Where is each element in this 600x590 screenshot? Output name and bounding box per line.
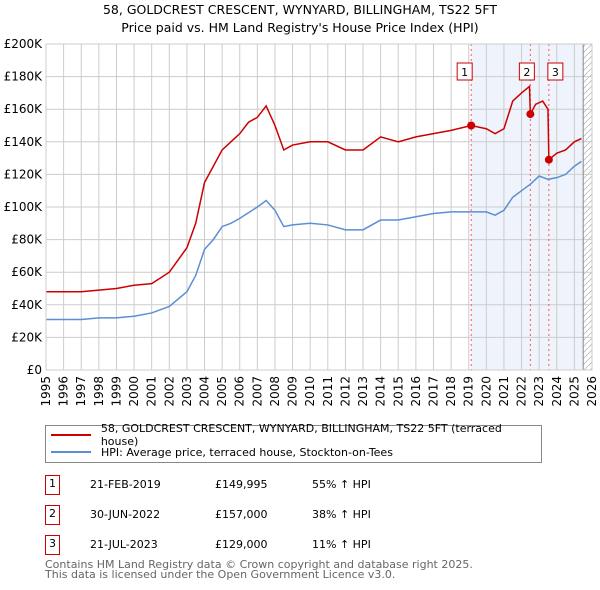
sale-price: £129,000: [215, 538, 268, 551]
x-tick-label: 2014: [374, 376, 388, 407]
x-tick-label: 2003: [180, 376, 194, 407]
x-tick-label: 2010: [303, 376, 317, 407]
sale-point: [526, 110, 535, 119]
x-tick-label: 2019: [462, 376, 476, 407]
x-tick-label: 2001: [145, 376, 159, 407]
x-tick-label: 2025: [567, 376, 581, 407]
x-tick-label: 2000: [127, 376, 141, 407]
x-tick-label: 2002: [162, 376, 176, 407]
y-tick-label: £100K: [4, 200, 44, 214]
x-tick-label: 1995: [39, 376, 53, 407]
x-tick-label: 2008: [268, 376, 282, 407]
sale-row: 2 30-JUN-2022 £157,000 38% ↑ HPI: [45, 505, 545, 525]
sale-marker-number: 2: [523, 66, 530, 79]
x-tick-label: 2022: [515, 376, 529, 407]
x-tick-label: 2013: [356, 376, 370, 407]
footer-line: Contains HM Land Registry data © Crown c…: [45, 558, 473, 571]
sale-row: 3 21-JUL-2023 £129,000 11% ↑ HPI: [45, 535, 545, 555]
x-tick-label: 2018: [444, 376, 458, 407]
sale-marker-number: 3: [552, 66, 559, 79]
x-tick-label: 2006: [233, 376, 247, 407]
price-chart: £0 £20K £40K £60K £80K £100K £120K £140K £160K £1…: [4, 37, 599, 407]
hpi-series-line: [46, 160, 582, 321]
sale-point: [467, 121, 476, 130]
y-tick-label: £20K: [11, 330, 43, 344]
y-tick-label: £160K: [4, 102, 44, 116]
x-tick-label: 2023: [532, 376, 546, 407]
sale-marker-badge: [456, 62, 473, 81]
y-tick-label: £60K: [11, 265, 43, 279]
footer-line: This data is licensed under the Open Gov…: [45, 568, 396, 581]
blue-line-swatch: [51, 451, 91, 453]
x-tick-label: 2011: [321, 376, 335, 407]
sale-marker-number: 1: [461, 66, 468, 79]
sale-hpi-change: 55% ↑ HPI: [312, 478, 371, 491]
sale-hpi-change: 38% ↑ HPI: [312, 508, 371, 521]
sale-price: £157,000: [215, 508, 268, 521]
x-tick-label: 2026: [585, 376, 599, 407]
x-tick-label: 2024: [550, 376, 564, 407]
sale-marker-badge: 3: [45, 535, 60, 555]
sale-date: 21-FEB-2019: [90, 478, 161, 491]
sale-marker-badge: 1: [45, 475, 60, 495]
x-tick-label: 2012: [338, 376, 352, 407]
x-tick-label: 2005: [215, 376, 229, 407]
legend-item-hpi: HPI: Average price, terraced house, Stoc…: [51, 444, 393, 460]
x-tick-label: 2007: [250, 376, 264, 407]
sale-date: 21-JUL-2023: [90, 538, 158, 551]
chart-subtitle: Price paid vs. HM Land Registry's House …: [121, 20, 479, 35]
x-tick-label: 2016: [409, 376, 423, 407]
sale-marker-badge: [518, 62, 535, 81]
x-tick-label: 2015: [391, 376, 405, 407]
y-tick-label: £80K: [11, 233, 43, 247]
sale-date: 30-JUN-2022: [90, 508, 161, 521]
x-tick-label: 1998: [92, 376, 106, 407]
x-tick-label: 2020: [479, 376, 493, 407]
y-tick-label: £120K: [4, 167, 44, 181]
y-tick-label: £140K: [4, 135, 44, 149]
sale-row: 1 21-FEB-2019 £149,995 55% ↑ HPI: [45, 475, 545, 495]
x-tick-label: 2021: [497, 376, 511, 407]
legend-label: 58, GOLDCREST CRESCENT, WYNYARD, BILLING…: [100, 422, 502, 448]
y-tick-label: £180K: [4, 70, 44, 84]
y-tick-label: £40K: [11, 298, 43, 312]
y-tick-label: £200K: [4, 37, 44, 51]
plot-border: [45, 43, 593, 371]
y-tick-label: £0: [27, 363, 42, 377]
x-tick-label: 2017: [426, 376, 440, 407]
x-tick-label: 2009: [286, 376, 300, 407]
legend-label: HPI: Average price, terraced house, Stoc…: [101, 445, 393, 459]
legend: 58, GOLDCREST CRESCENT, WYNYARD, BILLING…: [45, 422, 542, 463]
red-line-swatch: [51, 434, 91, 436]
x-tick-label: 1999: [109, 376, 123, 407]
sale-price: £149,995: [215, 478, 268, 491]
x-tick-label: 1997: [74, 376, 88, 407]
footer: Contains HM Land Registry data © Crown c…: [45, 558, 473, 581]
x-tick-label: 1996: [57, 376, 71, 407]
x-tick-label: 2004: [198, 376, 212, 407]
legend-item-property: 58, GOLDCREST CRESCENT, WYNYARD, BILLING…: [51, 422, 541, 448]
property-series-line: [46, 84, 582, 293]
sale-marker-badge: [547, 62, 564, 81]
sale-point: [544, 155, 553, 164]
sale-marker-badge: 2: [45, 505, 60, 525]
chart-title: 58, GOLDCREST CRESCENT, WYNYARD, BILLING…: [102, 2, 498, 17]
sale-hpi-change: 11% ↑ HPI: [312, 538, 371, 551]
